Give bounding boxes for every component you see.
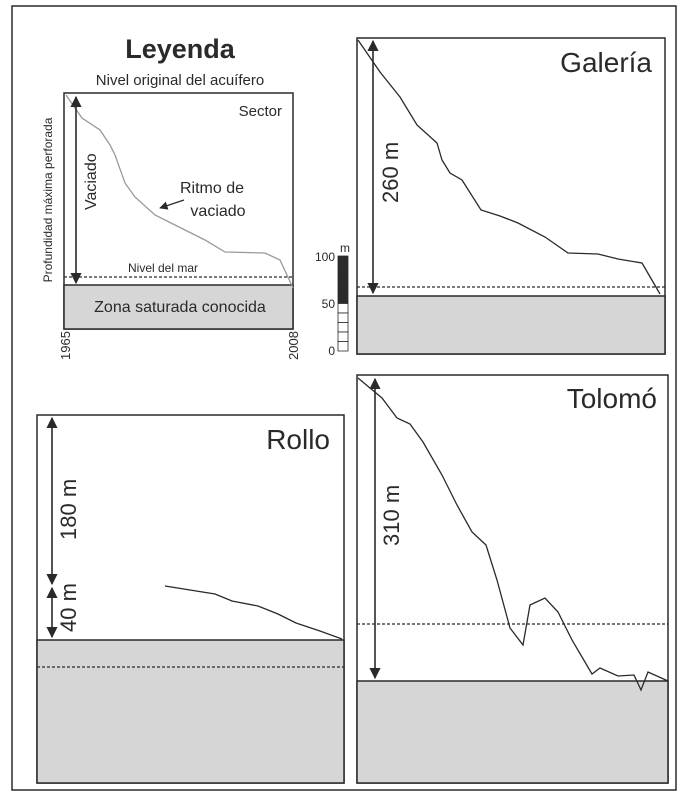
scale-unit: m bbox=[340, 241, 350, 255]
scale-tick-100: 100 bbox=[315, 250, 335, 264]
scale-bar: m 100 50 0 bbox=[315, 241, 350, 358]
legend: Leyenda Nivel original del acuífero Zona… bbox=[41, 34, 301, 360]
tolomo-drain-curve bbox=[357, 377, 669, 692]
rollo-title: Rollo bbox=[266, 424, 330, 455]
legend-rate-label-1: Ritmo de bbox=[180, 180, 244, 197]
legend-year-end: 2008 bbox=[286, 331, 301, 360]
scale-tick-50: 50 bbox=[322, 297, 336, 311]
legend-side-label: Profundidad máxima perforada bbox=[41, 117, 55, 282]
tolomo-title: Tolomó bbox=[567, 383, 657, 414]
rollo-saturated-zone bbox=[36, 639, 345, 784]
scale-tick-0: 0 bbox=[328, 344, 335, 358]
panel-galeria: 260 m Galería bbox=[356, 37, 666, 355]
legend-top-label: Nivel original del acuífero bbox=[96, 72, 264, 89]
legend-year-start: 1965 bbox=[58, 331, 73, 360]
tolomo-depth-label: 310 m bbox=[379, 485, 404, 546]
galeria-drain-curve bbox=[357, 39, 661, 295]
legend-rate-pointer bbox=[159, 199, 185, 210]
galeria-title: Galería bbox=[560, 47, 652, 78]
legend-title: Leyenda bbox=[125, 34, 236, 64]
legend-sea-level-label: Nivel del mar bbox=[128, 261, 198, 275]
legend-saturated-zone bbox=[63, 284, 294, 330]
legend-saturated-label: Zona saturada conocida bbox=[94, 299, 266, 316]
legend-drain-label: Vaciado bbox=[83, 153, 100, 210]
legend-sector-label: Sector bbox=[239, 103, 282, 120]
rollo-drain-curve bbox=[164, 585, 343, 640]
panel-rollo: 180 m 40 m Rollo bbox=[36, 414, 345, 784]
legend-rate-label-2: vaciado bbox=[190, 203, 245, 220]
galeria-depth-label: 260 m bbox=[378, 142, 403, 203]
rollo-lower-label: 40 m bbox=[56, 583, 81, 632]
rollo-upper-label: 180 m bbox=[56, 479, 81, 540]
panel-tolomo: 310 m Tolomó bbox=[356, 374, 669, 784]
galeria-saturated-zone bbox=[356, 295, 666, 355]
tolomo-saturated-zone bbox=[356, 680, 669, 784]
legend-drain-curve bbox=[65, 94, 294, 289]
outer-frame bbox=[11, 5, 677, 791]
